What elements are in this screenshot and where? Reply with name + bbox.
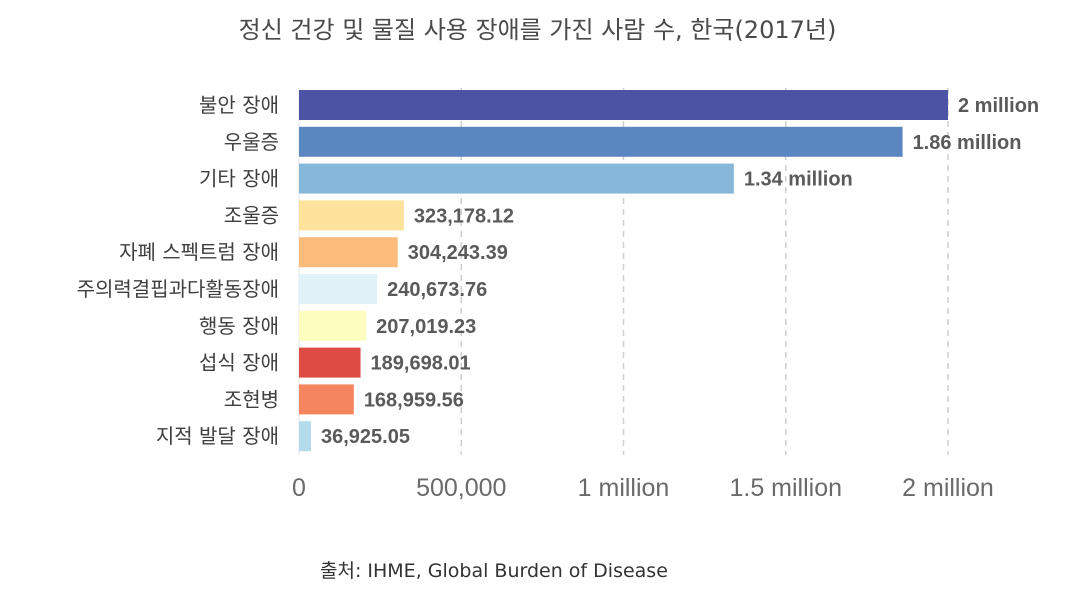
category-label: 조현병: [224, 387, 279, 411]
category-label: 자폐 스펙트럼 장애: [119, 240, 279, 264]
x-tick-label: 0: [292, 474, 306, 502]
bar: [299, 90, 948, 120]
bars: [299, 90, 948, 452]
bar: [299, 126, 903, 157]
x-tick-label: 500,000: [416, 474, 506, 502]
value-label: 189,698.01: [371, 353, 471, 375]
value-label: 1.86 million: [913, 132, 1022, 154]
value-label: 2 million: [958, 95, 1039, 117]
category-label: 불안 장애: [199, 93, 279, 117]
x-tick-label: 1 million: [578, 474, 670, 502]
category-label: 기타 장애: [199, 167, 279, 191]
bar: [299, 163, 734, 194]
category-label: 조울증: [224, 203, 279, 227]
category-label: 지적 발달 장애: [156, 424, 279, 448]
chart-title: 정신 건강 및 물질 사용 장애를 가진 사람 수, 한국(2017년): [238, 16, 837, 44]
bar: [299, 237, 398, 268]
category-label: 우울증: [224, 130, 279, 154]
category-label: 주의력결핍과다활동장애: [77, 277, 279, 301]
bar: [299, 384, 354, 415]
value-label: 304,243.39: [408, 242, 508, 264]
bar: [299, 421, 311, 452]
x-tick-label: 2 million: [902, 474, 994, 502]
bar: [299, 310, 367, 341]
bar: [299, 200, 404, 231]
category-label: 행동 장애: [199, 314, 279, 338]
x-tick-label: 1.5 million: [729, 474, 842, 502]
value-label: 36,925.05: [321, 426, 410, 448]
bar: [299, 347, 361, 378]
source-note: 출처: IHME, Global Burden of Disease: [320, 560, 668, 582]
value-label: 1.34 million: [744, 169, 853, 191]
value-label: 168,959.56: [364, 389, 464, 411]
value-label: 323,178.12: [414, 205, 514, 227]
value-label: 207,019.23: [376, 316, 476, 338]
value-label: 240,673.76: [387, 279, 487, 301]
labels: 0 500,000 1 million 1.5 million 2 million 불안 …: [77, 93, 1040, 502]
bar: [299, 274, 378, 304]
category-label: 섭식 장애: [199, 351, 279, 375]
